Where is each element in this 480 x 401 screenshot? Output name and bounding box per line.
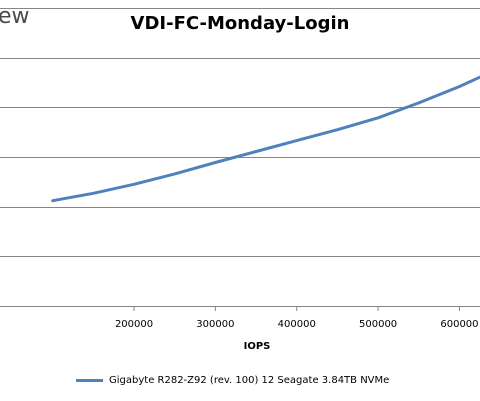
x-tick-label: 600000 (440, 319, 478, 330)
legend-swatch (76, 378, 103, 382)
x-tick-label: 300000 (196, 319, 234, 330)
legend-label: Gigabyte R282-Z92 (rev. 100) 12 Seagate … (109, 374, 390, 386)
series-line-1 (51, 75, 480, 203)
x-tick-label: 400000 (278, 319, 316, 330)
x-tick-labels: 200000 300000 400000 500000 600000 (115, 306, 479, 330)
series-lines (51, 75, 480, 203)
x-tick-label: 200000 (115, 319, 153, 330)
x-tick-label: 500000 (359, 319, 397, 330)
legend: Gigabyte R282-Z92 (rev. 100) 12 Seagate … (76, 372, 389, 388)
gridlines (0, 8, 480, 257)
x-axis-title: IOPS (244, 341, 271, 352)
chart-title: VDI-FC-Monday-Login (130, 13, 350, 34)
